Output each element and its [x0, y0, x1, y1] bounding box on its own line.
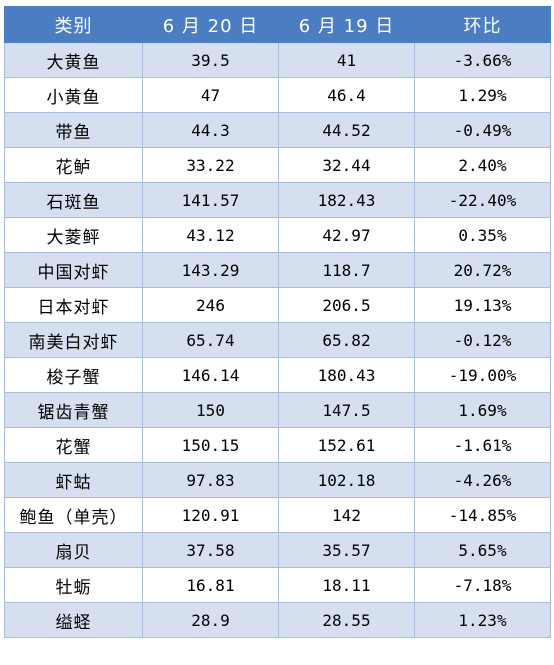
table-row: 花鲈 33.22 32.44 2.40% — [4, 147, 551, 183]
cell-change: 2.40% — [414, 147, 551, 183]
cell-category: 虾蛄 — [4, 462, 143, 498]
cell-jun20: 44.3 — [142, 112, 279, 148]
price-table-container: 类别 6 月 20 日 6 月 19 日 环比 大黄鱼 39.5 41 -3.66% 小… — [4, 6, 551, 638]
table-row: 大菱鲆 43.12 42.97 0.35% — [4, 217, 551, 253]
cell-jun20: 150.15 — [142, 427, 279, 463]
cell-jun20: 120.91 — [142, 497, 279, 533]
cell-jun20: 47 — [142, 77, 279, 113]
cell-change: 1.23% — [414, 602, 551, 638]
table-row: 缢蛏 28.9 28.55 1.23% — [4, 602, 551, 638]
table-row: 小黄鱼 47 46.4 1.29% — [4, 77, 551, 113]
table-row: 中国对虾 143.29 118.7 20.72% — [4, 252, 551, 288]
table-row: 锯齿青蟹 150 147.5 1.69% — [4, 392, 551, 428]
cell-change: -0.12% — [414, 322, 551, 358]
cell-jun20: 43.12 — [142, 217, 279, 253]
cell-change: -14.85% — [414, 497, 551, 533]
table-row: 花蟹 150.15 152.61 -1.61% — [4, 427, 551, 463]
cell-jun19: 42.97 — [278, 217, 415, 253]
cell-jun20: 37.58 — [142, 532, 279, 568]
cell-jun19: 182.43 — [278, 182, 415, 218]
cell-category: 带鱼 — [4, 112, 143, 148]
cell-category: 缢蛏 — [4, 602, 143, 638]
cell-change: 19.13% — [414, 287, 551, 323]
cell-change: -4.26% — [414, 462, 551, 498]
cell-category: 大菱鲆 — [4, 217, 143, 253]
cell-jun19: 102.18 — [278, 462, 415, 498]
cell-jun20: 246 — [142, 287, 279, 323]
cell-change: -0.49% — [414, 112, 551, 148]
table-row: 梭子蟹 146.14 180.43 -19.00% — [4, 357, 551, 393]
cell-jun19: 35.57 — [278, 532, 415, 568]
cell-jun19: 41 — [278, 42, 415, 78]
cell-category: 花蟹 — [4, 427, 143, 463]
table-row: 扇贝 37.58 35.57 5.65% — [4, 532, 551, 568]
cell-category: 梭子蟹 — [4, 357, 143, 393]
header-category: 类别 — [4, 6, 143, 43]
cell-category: 石斑鱼 — [4, 182, 143, 218]
cell-jun20: 16.81 — [142, 567, 279, 603]
cell-jun20: 65.74 — [142, 322, 279, 358]
cell-jun19: 142 — [278, 497, 415, 533]
cell-jun19: 118.7 — [278, 252, 415, 288]
cell-jun20: 97.83 — [142, 462, 279, 498]
table-body: 大黄鱼 39.5 41 -3.66% 小黄鱼 47 46.4 1.29% 带鱼 44.3 44.52… — [4, 42, 551, 638]
cell-jun20: 146.14 — [142, 357, 279, 393]
table-row: 日本对虾 246 206.5 19.13% — [4, 287, 551, 323]
cell-category: 南美白对虾 — [4, 322, 143, 358]
cell-change: 5.65% — [414, 532, 551, 568]
cell-change: -19.00% — [414, 357, 551, 393]
cell-jun20: 143.29 — [142, 252, 279, 288]
cell-category: 扇贝 — [4, 532, 143, 568]
cell-category: 日本对虾 — [4, 287, 143, 323]
cell-change: -1.61% — [414, 427, 551, 463]
table-row: 带鱼 44.3 44.52 -0.49% — [4, 112, 551, 148]
cell-jun19: 180.43 — [278, 357, 415, 393]
cell-jun19: 147.5 — [278, 392, 415, 428]
header-change: 环比 — [414, 6, 551, 43]
cell-change: -3.66% — [414, 42, 551, 78]
cell-jun20: 150 — [142, 392, 279, 428]
cell-change: -22.40% — [414, 182, 551, 218]
cell-jun20: 33.22 — [142, 147, 279, 183]
cell-jun19: 18.11 — [278, 567, 415, 603]
table-row: 南美白对虾 65.74 65.82 -0.12% — [4, 322, 551, 358]
header-jun20: 6 月 20 日 — [142, 6, 279, 43]
cell-jun19: 28.55 — [278, 602, 415, 638]
cell-category: 中国对虾 — [4, 252, 143, 288]
cell-change: 20.72% — [414, 252, 551, 288]
cell-category: 鲍鱼（单壳） — [4, 497, 143, 533]
cell-change: 1.69% — [414, 392, 551, 428]
cell-jun19: 152.61 — [278, 427, 415, 463]
header-jun19: 6 月 19 日 — [278, 6, 415, 43]
cell-change: -7.18% — [414, 567, 551, 603]
table-row: 石斑鱼 141.57 182.43 -22.40% — [4, 182, 551, 218]
cell-category: 牡蛎 — [4, 567, 143, 603]
cell-jun19: 44.52 — [278, 112, 415, 148]
price-table: 类别 6 月 20 日 6 月 19 日 环比 大黄鱼 39.5 41 -3.66% 小… — [4, 6, 551, 638]
cell-jun20: 28.9 — [142, 602, 279, 638]
table-row: 大黄鱼 39.5 41 -3.66% — [4, 42, 551, 78]
cell-category: 锯齿青蟹 — [4, 392, 143, 428]
cell-change: 1.29% — [414, 77, 551, 113]
cell-jun20: 39.5 — [142, 42, 279, 78]
cell-category: 小黄鱼 — [4, 77, 143, 113]
cell-jun19: 46.4 — [278, 77, 415, 113]
header-row: 类别 6 月 20 日 6 月 19 日 环比 — [4, 6, 551, 43]
cell-jun19: 32.44 — [278, 147, 415, 183]
table-row: 牡蛎 16.81 18.11 -7.18% — [4, 567, 551, 603]
table-row: 鲍鱼（单壳） 120.91 142 -14.85% — [4, 497, 551, 533]
table-header: 类别 6 月 20 日 6 月 19 日 环比 — [4, 6, 551, 43]
table-row: 虾蛄 97.83 102.18 -4.26% — [4, 462, 551, 498]
cell-jun19: 65.82 — [278, 322, 415, 358]
cell-jun20: 141.57 — [142, 182, 279, 218]
cell-change: 0.35% — [414, 217, 551, 253]
cell-category: 大黄鱼 — [4, 42, 143, 78]
cell-category: 花鲈 — [4, 147, 143, 183]
cell-jun19: 206.5 — [278, 287, 415, 323]
